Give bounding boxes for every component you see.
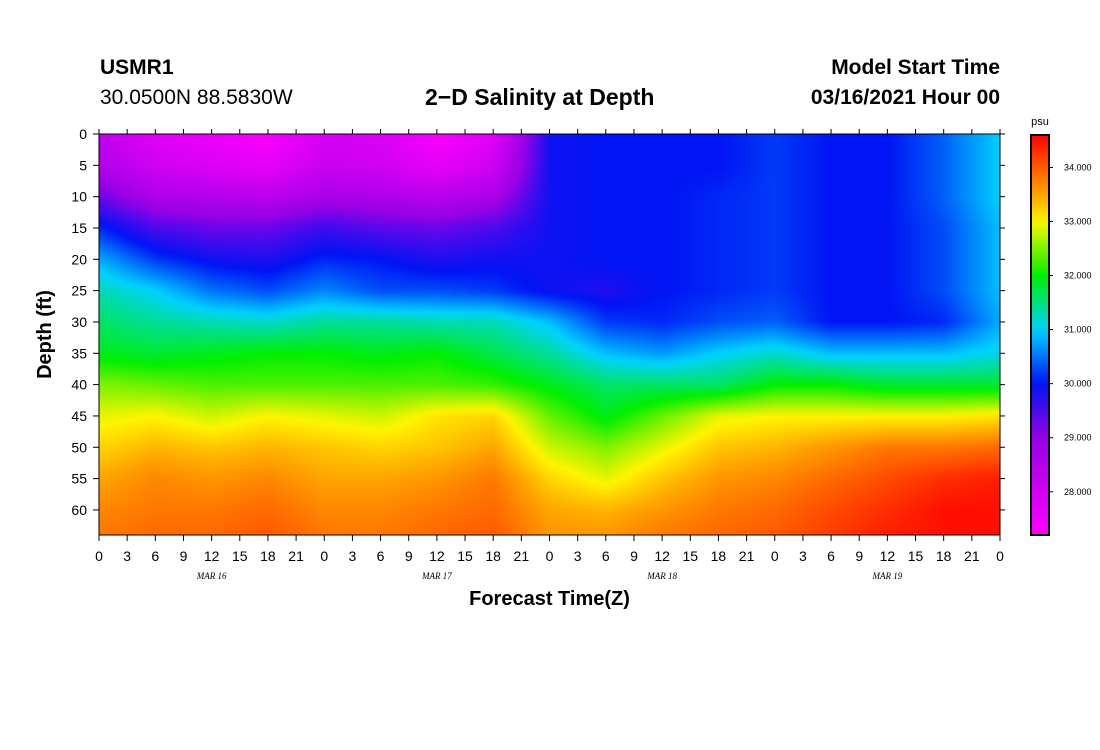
y-tick-label: 10 <box>71 189 87 205</box>
y-tick-label: 0 <box>79 126 87 142</box>
colorbar-tick-label: 34.000 <box>1064 162 1092 172</box>
x-tick-label: 0 <box>546 548 554 564</box>
x-tick-label: 18 <box>260 548 276 564</box>
colorbar-tick-label: 31.000 <box>1064 325 1092 335</box>
x-tick-label: 0 <box>320 548 328 564</box>
x-tick-label: 12 <box>204 548 220 564</box>
y-tick-label: 35 <box>71 345 87 361</box>
y-tick-label: 50 <box>71 439 87 455</box>
x-tick-label: 9 <box>630 548 638 564</box>
colorbar-tick-label: 29.000 <box>1064 433 1092 443</box>
colorbar <box>1030 134 1050 536</box>
x-tick-label: 0 <box>95 548 103 564</box>
x-tick-label: 18 <box>936 548 952 564</box>
x-tick-label: 3 <box>349 548 357 564</box>
x-tick-label: 3 <box>123 548 131 564</box>
model-start-label: Model Start Time <box>831 56 1000 79</box>
y-tick-label: 20 <box>71 251 87 267</box>
model-start-value: 03/16/2021 Hour 00 <box>810 86 1000 109</box>
y-tick-label: 5 <box>79 157 87 173</box>
x-tick-label: 3 <box>799 548 807 564</box>
x-tick-label: 6 <box>827 548 835 564</box>
x-tick-label: 18 <box>711 548 727 564</box>
x-tick-label: 6 <box>377 548 385 564</box>
x-tick-label: 0 <box>996 548 1004 564</box>
x-tick-label: 6 <box>602 548 610 564</box>
colorbar-tick-label: 30.000 <box>1064 379 1092 389</box>
x-tick-label: 9 <box>855 548 863 564</box>
date-label: MAR 19 <box>872 571 903 581</box>
y-axis-title: Depth (ft) <box>34 290 56 379</box>
date-label: MAR 16 <box>196 571 227 581</box>
x-tick-label: 15 <box>457 548 473 564</box>
x-tick-label: 21 <box>514 548 530 564</box>
x-tick-label: 21 <box>739 548 755 564</box>
colorbar-unit: psu <box>1031 116 1049 128</box>
date-label: MAR 18 <box>646 571 677 581</box>
x-tick-label: 0 <box>771 548 779 564</box>
x-axis: 0 3 6 9 12 15 18 21 0 3 6 9 12 15 18 21 0 3 6 9 12 15 18 21 0 3 6 9… <box>95 129 1004 564</box>
x-tick-label: 15 <box>908 548 924 564</box>
y-tick-label: 55 <box>71 471 87 487</box>
colorbar-ticks: 28.000 29.000 30.000 31.000 32.000 33.000 34.0… <box>1049 162 1092 497</box>
colorbar-tick-label: 32.000 <box>1064 271 1092 281</box>
colorbar-tick-label: 28.000 <box>1064 487 1092 497</box>
x-tick-label: 18 <box>485 548 501 564</box>
x-tick-label: 3 <box>574 548 582 564</box>
y-tick-label: 40 <box>71 377 87 393</box>
x-tick-label: 21 <box>288 548 304 564</box>
date-labels: MAR 16 MAR 17 MAR 18 MAR 19 <box>196 571 903 581</box>
x-tick-label: 6 <box>151 548 159 564</box>
x-tick-label: 15 <box>682 548 698 564</box>
chart-title: 2−D Salinity at Depth <box>425 84 655 110</box>
x-tick-label: 21 <box>964 548 980 564</box>
y-tick-label: 25 <box>71 283 87 299</box>
station-id: USMR1 <box>100 56 174 79</box>
x-tick-label: 12 <box>429 548 445 564</box>
x-tick-label: 9 <box>405 548 413 564</box>
x-tick-label: 12 <box>880 548 896 564</box>
x-tick-label: 12 <box>654 548 670 564</box>
salinity-heatmap <box>99 134 1000 535</box>
x-tick-label: 15 <box>232 548 248 564</box>
x-axis-title: Forecast Time(Z) <box>469 588 630 610</box>
station-coordinates: 30.0500N 88.5830W <box>100 86 293 109</box>
x-tick-label: 9 <box>180 548 188 564</box>
date-label: MAR 17 <box>421 571 452 581</box>
y-tick-label: 30 <box>71 314 87 330</box>
y-tick-label: 60 <box>71 502 87 518</box>
colorbar-tick-label: 33.000 <box>1064 216 1092 226</box>
y-axis: 0 5 10 15 20 25 30 35 40 45 50 55 60 <box>71 126 1005 518</box>
y-tick-label: 15 <box>71 220 87 236</box>
y-tick-label: 45 <box>71 408 87 424</box>
